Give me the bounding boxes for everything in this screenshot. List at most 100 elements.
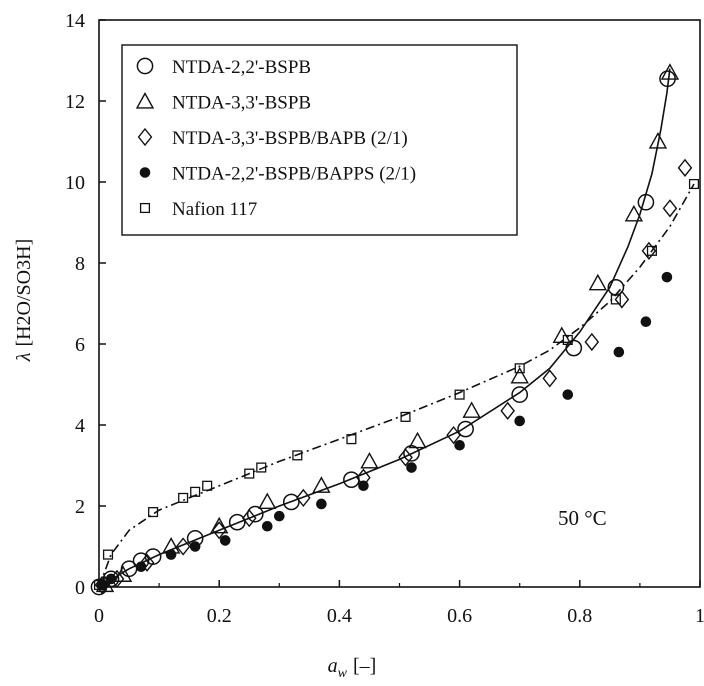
data-point-triangle-open: [624, 204, 644, 222]
x-tick-label: 0.2: [207, 605, 232, 627]
x-tick-label: 1: [695, 605, 704, 627]
data-point-square-open: [454, 389, 465, 400]
data-point-circle-filled: [274, 510, 285, 522]
temperature-annotation: 50 °C: [558, 506, 607, 530]
data-point-circle-open: [403, 445, 420, 462]
series-triangle-open: [95, 63, 680, 593]
data-point-circle-filled: [358, 480, 369, 492]
data-point-square-open: [202, 480, 213, 491]
y-tick-label: 2: [75, 496, 85, 518]
fit-curve-solid: [98, 68, 671, 588]
data-point-triangle-open: [408, 431, 427, 449]
x-tick-label: 0.8: [567, 605, 592, 627]
data-point-square-open: [93, 579, 105, 591]
data-point-circle-open: [282, 493, 300, 511]
legend-marker-circle-open: [136, 57, 154, 75]
data-point-circle-filled: [454, 439, 465, 451]
y-tick-label: 4: [75, 415, 85, 437]
data-point-square-open: [148, 507, 159, 518]
data-point-circle-filled: [189, 541, 201, 552]
data-point-square-open: [102, 549, 114, 560]
legend-item: NTDA-3,3'-BSPB: [135, 92, 311, 114]
data-point-circle-open: [457, 420, 474, 438]
data-point-square-open: [400, 411, 411, 422]
legend-label: Nafion 117: [172, 199, 257, 220]
data-point-square-open: [178, 492, 189, 503]
data-point-triangle-open: [648, 132, 668, 149]
data-point-circle-filled: [514, 415, 526, 427]
data-point-circle-filled: [219, 535, 231, 546]
y-axis-title: λ [H2O/SO3H]: [13, 239, 35, 362]
y-axis-title-unit: [H2O/SO3H]: [13, 239, 35, 347]
series-diamond-open: [94, 158, 693, 595]
data-point-circle-open: [637, 193, 655, 211]
legend-item: Nafion 117: [139, 199, 257, 220]
fit-curves: [98, 68, 695, 588]
data-point-square-open: [190, 486, 201, 497]
y-axis-ticks: 0 2 4 6 8 10 12 14: [65, 10, 106, 599]
legend-marker-square-open: [139, 202, 151, 214]
data-point-square-open: [688, 178, 700, 190]
legend-item: NTDA-2,2'-BSPB/BAPPS (2/1): [139, 164, 416, 185]
data-point-triangle-open: [210, 516, 229, 534]
x-axis-title-subscript: w: [338, 666, 348, 681]
x-axis-title: aw [–]: [328, 655, 377, 681]
y-tick-label: 6: [75, 334, 85, 356]
y-tick-label: 10: [65, 172, 85, 194]
x-tick-label: 0: [94, 605, 104, 627]
data-point-circle-filled: [406, 462, 417, 473]
data-point-circle-filled: [135, 561, 147, 573]
data-point-circle-filled: [105, 573, 117, 585]
data-point-circle-filled: [613, 346, 625, 358]
data-point-diamond-open: [446, 426, 461, 445]
data-point-circle-open: [246, 505, 264, 523]
data-point-triangle-open: [312, 476, 331, 493]
data-point-diamond-open: [641, 241, 657, 260]
data-point-circle-filled: [96, 579, 108, 591]
legend: NTDA-2,2'-BSPB NTDA-3,3'-BSPB NTDA-3,3'-BS…: [121, 44, 518, 236]
data-point-circle-filled: [316, 498, 327, 510]
data-points: [90, 63, 700, 596]
series-square-open: [93, 178, 700, 591]
data-point-diamond-open: [175, 537, 191, 556]
data-point-square-open: [610, 294, 621, 305]
legend-marker-circle-filled: [139, 167, 151, 178]
data-point-circle-filled: [261, 520, 273, 532]
legend-marker-triangle-open: [135, 92, 155, 109]
data-point-triangle-open: [660, 63, 680, 80]
data-point-square-open: [292, 450, 303, 461]
data-point-square-open: [256, 462, 267, 473]
data-point-circle-open: [511, 386, 529, 403]
y-tick-label: 14: [65, 10, 85, 32]
legend-label: NTDA-2,2'-BSPB: [172, 57, 311, 78]
x-tick-label: 0.6: [447, 605, 472, 627]
legend-item: NTDA-3,3'-BSPB/BAPB (2/1): [137, 127, 408, 149]
data-point-square-open: [514, 363, 525, 374]
data-point-diamond-open: [139, 553, 155, 572]
data-point-circle-filled: [661, 271, 673, 283]
data-point-square-open: [244, 468, 255, 479]
data-point-triangle-open: [462, 401, 481, 418]
data-point-triangle-open: [360, 452, 379, 469]
data-point-circle-open: [228, 513, 246, 531]
x-axis-ticks: 0 0.2 0.4 0.6 0.8 1: [94, 580, 704, 627]
data-point-diamond-open: [211, 521, 227, 540]
data-point-triangle-open: [510, 366, 529, 384]
series-circle-filled: [96, 271, 673, 591]
y-tick-label: 8: [75, 253, 85, 275]
data-point-triangle-open: [588, 273, 608, 291]
x-axis-title-symbol: a: [328, 655, 338, 677]
data-point-triangle-open: [258, 492, 277, 510]
legend-label: NTDA-3,3'-BSPB: [172, 93, 311, 114]
data-point-square-open: [346, 434, 357, 445]
data-point-square-open: [562, 334, 573, 345]
data-point-circle-open: [565, 339, 583, 357]
data-point-diamond-open: [542, 369, 558, 388]
data-point-diamond-open: [500, 401, 515, 420]
x-axis-title-unit: [–]: [353, 655, 376, 677]
data-point-circle-filled: [562, 389, 574, 400]
legend-box: [121, 44, 518, 236]
y-tick-label: 0: [75, 577, 85, 599]
